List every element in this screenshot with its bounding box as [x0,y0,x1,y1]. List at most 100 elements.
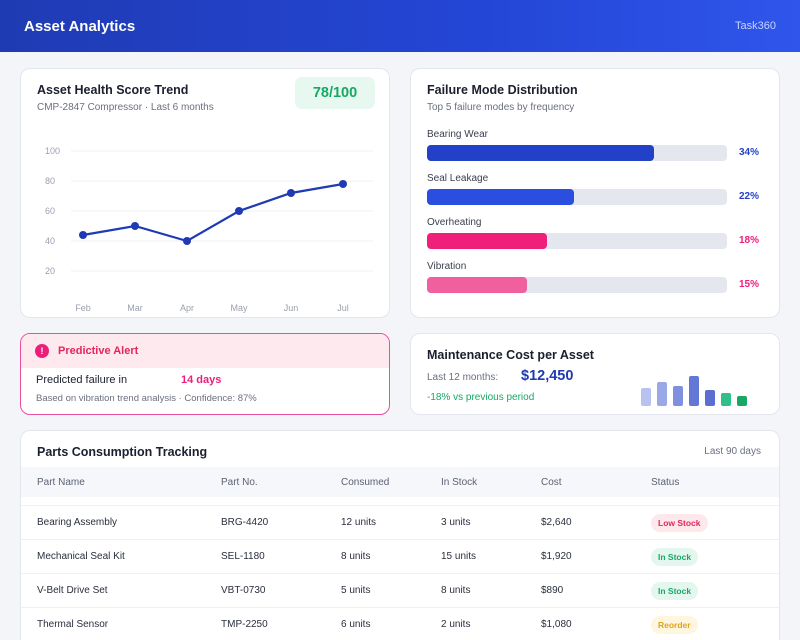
table-cell: 8 units [341,551,371,562]
health-title: Asset Health Score Trend [37,83,189,97]
status-badge: In Stock [651,582,699,600]
table-cell: Thermal Sensor [37,619,109,630]
failure-mode-label: Vibration [427,261,467,272]
table-cell: Bearing Assembly [37,517,118,528]
cost-value: $12,450 [521,368,574,384]
table-row[interactable]: Thermal Sensor TMP-2250 6 units 2 units $1,0… [21,607,779,640]
x-tick-label: Mar [127,303,143,313]
failure-mode-track [427,277,727,293]
y-tick-label: 20 [45,266,55,276]
column-header[interactable]: Part No. [221,477,258,488]
alert-title: Predictive Alert [58,345,139,357]
failure-mode-bar [427,277,527,293]
y-tick-label: 80 [45,176,55,186]
y-tick-label: 100 [45,146,60,156]
table-cell: 6 units [341,619,371,630]
cost-mini-bar [689,376,699,406]
failure-mode-bar [427,145,654,161]
table-cell: $1,080 [541,619,572,630]
health-trend-card: Asset Health Score Trend CMP-2847 Compre… [20,68,390,318]
table-cell: SEL-1180 [221,551,265,562]
health-trend-chart: 20 40 60 80 100 Feb Mar Apr May Jun Jul [45,146,373,313]
alert-prediction-text: Predicted failure in [36,374,128,386]
table-cell: $890 [541,585,564,596]
x-tick-label: May [230,303,248,313]
column-header[interactable]: Consumed [341,477,390,488]
app-title: Asset Analytics [24,17,136,35]
column-header[interactable]: Part Name [37,477,85,488]
data-point[interactable] [235,207,243,215]
table-header: Part Name Part No. Consumed In Stock Cost Sta… [21,467,779,497]
cost-period-label: Last 12 months: [427,372,499,383]
predictive-alert-card[interactable]: ! Predictive Alert Predicted failure in … [20,333,390,415]
data-point[interactable] [339,180,347,188]
cost-delta: -18% vs previous period [427,392,535,403]
failure-mode-row: Bearing Wear 34% [427,129,767,161]
table-cell: $2,640 [541,517,572,528]
table-cell: Mechanical Seal Kit [37,551,125,562]
x-tick-label: Apr [180,303,194,313]
table-cell: TMP-2250 [221,619,268,630]
y-tick-label: 40 [45,236,55,246]
failure-mode-track [427,233,727,249]
data-point[interactable] [131,222,139,230]
table-cell: V-Belt Drive Set [37,585,108,596]
x-tick-label: Feb [75,303,91,313]
cost-mini-bar [737,396,747,406]
alert-header: ! Predictive Alert [21,334,389,368]
failure-subtitle: Top 5 failure modes by frequency [427,102,575,113]
failure-mode-bar [427,233,547,249]
table-cell: $1,920 [541,551,572,562]
cost-mini-bar [705,390,715,406]
table-cell: 8 units [441,585,471,596]
failure-mode-track [427,145,727,161]
table-row[interactable]: V-Belt Drive Set VBT-0730 5 units 8 units $8… [21,573,779,607]
data-point[interactable] [183,237,191,245]
column-header[interactable]: Status [651,477,680,488]
failure-mode-percent: 18% [739,235,760,246]
table-cell: 2 units [441,619,471,630]
status-badge: In Stock [651,548,699,566]
table-row[interactable]: Bearing Assembly BRG-4420 12 units 3 units $… [21,505,779,539]
table-cell: 12 units [341,517,377,528]
failure-mode-label: Seal Leakage [427,173,489,184]
health-subtitle: CMP-2847 Compressor · Last 6 months [37,102,214,113]
parts-title: Parts Consumption Tracking [37,445,208,459]
failure-title: Failure Mode Distribution [427,83,578,97]
failure-mode-row: Vibration 15% [427,261,767,293]
failure-mode-card: Failure Mode Distribution Top 5 failure … [410,68,780,318]
cost-title: Maintenance Cost per Asset [427,348,594,362]
parts-table-card: Parts Consumption Tracking Last 90 days … [20,430,780,640]
parts-range-selector[interactable]: Last 90 days [704,446,761,457]
status-badge: Reorder [651,616,698,634]
alert-days-value: 14 days [181,374,222,386]
table-cell: BRG-4420 [221,517,269,528]
brand-name: Task360 [735,20,776,32]
column-header[interactable]: In Stock [441,477,478,488]
maintenance-cost-card: Maintenance Cost per Asset Last 12 month… [410,333,780,415]
failure-mode-track [427,189,727,205]
data-point[interactable] [287,189,295,197]
failure-mode-row: Seal Leakage 22% [427,173,767,205]
alert-icon: ! [35,344,49,358]
cost-mini-bar [657,382,667,406]
table-cell: 3 units [441,517,471,528]
failure-mode-label: Overheating [427,217,482,228]
x-tick-label: Jun [284,303,299,313]
x-tick-label: Jul [337,303,349,313]
y-tick-label: 60 [45,206,55,216]
failure-mode-percent: 15% [739,279,760,290]
table-row[interactable]: Mechanical Seal Kit SEL-1180 8 units 15 uni… [21,539,779,573]
failure-mode-percent: 34% [739,147,760,158]
table-cell: 5 units [341,585,371,596]
failure-mode-label: Bearing Wear [427,129,488,140]
failure-mode-percent: 22% [739,191,760,202]
series-line [82,182,344,243]
data-point[interactable] [79,231,87,239]
cost-mini-bar [641,388,651,406]
health-score-badge: 78/100 [295,77,375,109]
column-header[interactable]: Cost [541,477,562,488]
status-badge: Low Stock [651,514,708,532]
failure-mode-row: Overheating 18% [427,217,767,249]
table-cell: 15 units [441,551,477,562]
